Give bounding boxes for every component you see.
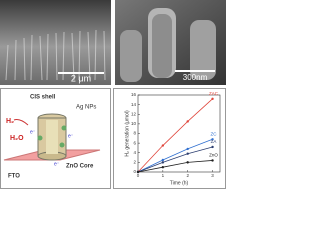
y-tick-label: 12 [131,111,137,116]
diagram-label: H₂ [6,118,14,125]
point [186,147,189,151]
x-axis-label: Time (h) [170,180,189,186]
x-tick-label: 2 [186,173,189,178]
point [211,145,214,149]
sem-image-left: 2 μm [0,0,111,85]
series-line [137,160,213,173]
point [161,165,165,169]
point [161,158,165,162]
series-label: ZC [211,131,218,136]
y-tick-label: 0 [133,169,136,174]
y-axis-label: H₂ generation (μmol) [124,110,130,157]
point [211,138,214,141]
x-tick-label: 1 [162,173,165,178]
x-tick-label: 0 [137,173,140,178]
figure: 2 μm 300nm CIS shell Ag NPs H₂ H₂O FTO Z… [0,0,226,189]
diagram-label: ZnO Core [66,164,94,170]
diagram-label: H₂O [10,135,24,142]
series-line [137,98,213,173]
point [186,161,189,164]
scale-label: 300nm [183,73,208,82]
diagram: CIS shell Ag NPs H₂ H₂O FTO ZnO Core e⁻ … [0,88,111,189]
y-tick-label: 14 [131,102,137,107]
y-tick-label: 16 [131,92,137,97]
y-tick-label: 10 [131,121,137,126]
diagram-label: e⁻ [68,133,74,139]
y-tick-label: 2 [133,160,136,165]
diagram-label: e⁻ [30,129,36,135]
diagram-label: FTO [8,174,20,180]
diagram-label: e⁻ [54,161,60,167]
sem-image-right: 300nm [115,0,226,85]
diagram-label: CIS shell [30,95,56,101]
point [186,152,189,155]
diagram-label: Ag NPs [76,105,96,111]
point [161,144,165,147]
point [211,97,214,101]
series-label: ZA [211,139,217,144]
series-line [137,138,213,173]
scale-label: 2 μm [71,73,91,83]
y-tick-label: 4 [133,150,136,155]
point [186,120,189,123]
y-tick-label: 8 [133,131,136,136]
point [161,161,165,164]
series-label: ZnO [209,153,218,158]
y-tick-label: 6 [133,140,136,145]
series-line [137,146,213,173]
point [211,159,214,162]
point [136,170,140,174]
x-tick-label: 3 [211,173,214,178]
series-label: ZAC [209,91,219,96]
